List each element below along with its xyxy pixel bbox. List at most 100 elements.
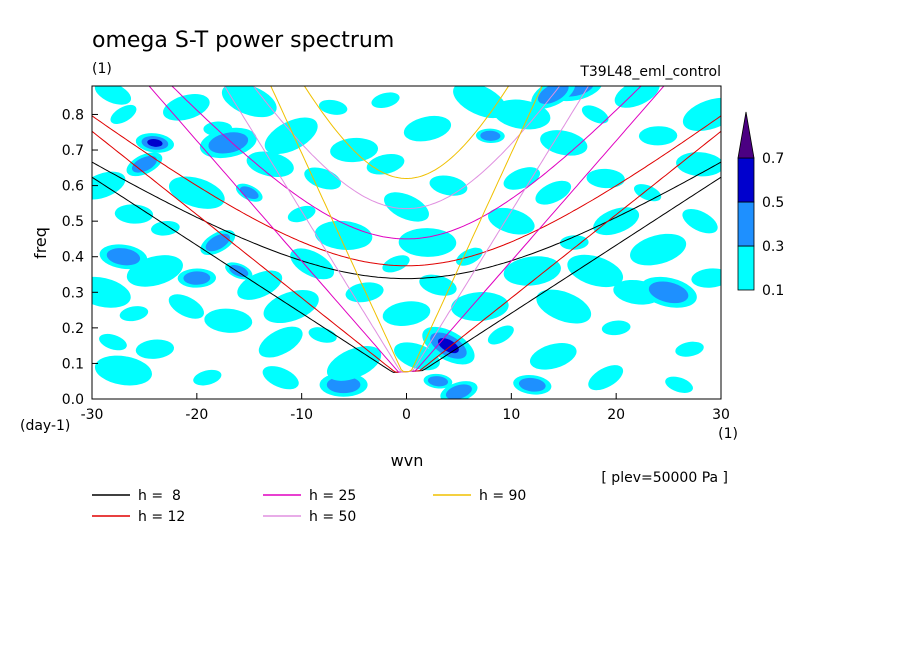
- inertia-gravity-curve: [303, 86, 510, 180]
- power-blob: [382, 255, 410, 273]
- legend-label: h = 25: [309, 488, 356, 504]
- colorbar-segment: [737, 157, 755, 203]
- power-blob: [535, 180, 572, 205]
- power-blob: [94, 86, 132, 105]
- colorbar: 0.1 0.3 0.5 0.7: [737, 111, 784, 299]
- power-blob: [330, 137, 379, 163]
- power-blob: [382, 301, 431, 326]
- colorbar-segment: [737, 201, 755, 247]
- colorbar-label: 0.3: [762, 239, 784, 255]
- inertia-gravity-curve: [252, 86, 561, 210]
- power-blob: [691, 268, 721, 288]
- power-blob: [675, 341, 704, 357]
- power-blob: [99, 244, 148, 270]
- power-blob: [308, 327, 337, 343]
- power-blob: [665, 376, 693, 393]
- power-blob: [419, 274, 457, 296]
- power-blob: [177, 268, 217, 288]
- power-blob: [567, 254, 624, 288]
- x-unit-label: (1): [718, 426, 738, 442]
- power-blob: [493, 99, 551, 130]
- power-blob: [423, 373, 453, 389]
- chart-title: omega S-T power spectrum: [92, 28, 394, 53]
- legend-entry: h = 12: [92, 509, 185, 525]
- power-blob: [264, 117, 318, 155]
- power-blob: [193, 369, 222, 386]
- power-blob: [225, 262, 253, 280]
- power-blob: [126, 255, 183, 287]
- legend-entry: h = 50: [263, 509, 356, 525]
- power-blob: [588, 365, 624, 391]
- y-tick-label: 0.8: [62, 107, 84, 123]
- kelvin-curve: [270, 86, 543, 373]
- x-tick-label: 20: [607, 407, 625, 423]
- inertia-gravity-curve: [92, 161, 721, 280]
- x-tick-label: 0: [402, 407, 411, 423]
- x-axis-ticks: -30 -20 -10 0 10 20 30: [81, 393, 730, 423]
- power-blob: [540, 130, 588, 156]
- power-blob: [531, 86, 576, 109]
- power-blob: [151, 220, 180, 236]
- power-blob: [99, 333, 127, 351]
- legend-label: h = 8: [138, 488, 181, 504]
- y-tick-label: 0.5: [62, 214, 84, 230]
- legend-entry: h = 25: [263, 488, 356, 504]
- colorbar-label: 0.5: [762, 195, 784, 211]
- power-blob: [503, 167, 541, 190]
- power-blob: [200, 229, 236, 256]
- power-blob: [581, 105, 609, 124]
- y-tick-label: 0.1: [62, 356, 84, 372]
- legend: h = 8 h = 12 h = 25 h = 50 h = 90: [92, 488, 526, 525]
- y-tick-label: 0.4: [62, 250, 84, 266]
- power-blob: [237, 270, 283, 300]
- power-blob: [135, 339, 175, 359]
- power-blob: [163, 94, 210, 121]
- power-blob: [258, 326, 303, 358]
- power-blob: [682, 97, 721, 131]
- y-tick-label: 0.3: [62, 285, 84, 301]
- power-blob: [403, 115, 452, 142]
- colorbar-label: 0.7: [762, 151, 784, 167]
- power-blob: [586, 168, 625, 189]
- power-blob: [633, 184, 662, 202]
- power-blob: [440, 381, 478, 399]
- legend-label: h = 50: [309, 509, 356, 525]
- power-blob: [135, 133, 174, 153]
- power-blob: [630, 233, 687, 266]
- legend-label: h = 90: [479, 488, 526, 504]
- power-blob: [345, 282, 384, 303]
- power-blob: [287, 205, 316, 223]
- inertia-gravity-curve: [92, 115, 721, 267]
- power-blob: [119, 306, 149, 322]
- power-blob: [246, 151, 294, 178]
- power-blob: [366, 153, 405, 175]
- y-tick-label: 0.0: [62, 392, 84, 408]
- power-blob: [398, 228, 457, 257]
- power-blob: [559, 235, 589, 250]
- x-tick-label: -20: [185, 407, 208, 423]
- power-blob: [318, 99, 348, 115]
- inertia-gravity-curve: [171, 86, 642, 240]
- power-blob: [262, 366, 299, 390]
- power-blob: [314, 220, 373, 250]
- y-tick-label: 0.7: [62, 143, 84, 159]
- power-blob: [94, 355, 152, 386]
- power-blob: [676, 152, 721, 177]
- x-tick-label: 30: [712, 407, 730, 423]
- power-blob: [638, 126, 678, 146]
- power-blob: [235, 183, 263, 202]
- power-blob: [422, 326, 475, 365]
- power-blob: [92, 171, 126, 200]
- dispersion-series: [270, 86, 543, 373]
- x-tick-label: 10: [502, 407, 520, 423]
- y-tick-label: 0.2: [62, 321, 84, 337]
- power-blob: [536, 289, 592, 324]
- power-blob: [429, 175, 468, 196]
- plev-annotation: [ plev=50000 Pa ]: [601, 470, 728, 486]
- x-tick-label: -10: [290, 407, 313, 423]
- colorbar-label: 0.1: [762, 283, 784, 299]
- power-blob: [92, 276, 131, 308]
- y-axis-label: freq: [31, 227, 50, 259]
- x-axis-label: wvn: [391, 451, 424, 470]
